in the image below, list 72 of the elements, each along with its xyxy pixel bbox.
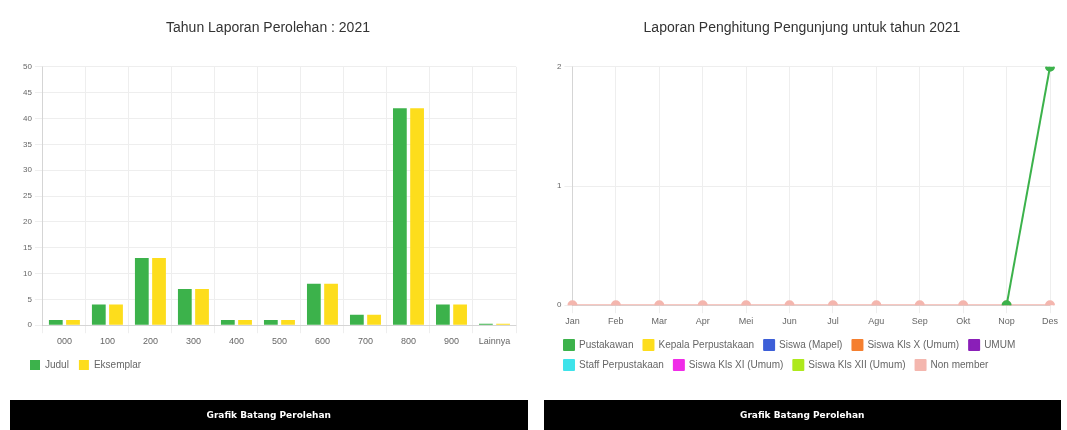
bar [392,108,407,325]
text: Grafik Batang Perolehan [10,400,528,430]
bar [238,320,252,325]
x-tick-label: Lainnya [478,336,511,347]
x-tick-label: Mar [651,316,667,327]
x-tick-label: Sep [911,316,928,327]
bar [453,304,467,325]
bar [410,108,424,325]
y-tick-label: 45 [22,87,33,97]
bar [91,304,106,325]
x-tick-label: 700 [357,336,373,347]
y-tick-label: 0 [556,300,562,310]
x-tick-label: 800 [400,336,416,347]
bar [263,320,278,325]
x-tick-label: 300 [185,336,201,347]
legend-label: Pustakawan [578,338,633,350]
legend-label: Kepala Perpustakaan [657,338,754,350]
bar [220,320,235,325]
legend-label: Judul [45,358,69,370]
legend-label: UMUM [983,338,1015,350]
x-tick-label: Mei [738,316,753,327]
y-tick-label: 1 [556,181,562,191]
legend-label: Eksemplar [93,358,142,370]
x-tick-label: Agu [867,316,884,327]
x-tick-label: Nop [997,316,1015,327]
y-tick-label: 35 [22,139,33,149]
x-tick-label: 500 [271,336,287,347]
y-tick-label: 5 [27,294,33,304]
x-tick-label: 600 [314,336,330,347]
x-tick-label: Okt [955,316,971,327]
y-tick-label: 50 [22,62,33,71]
legend-label: Siswa Kls XII (Umum) [807,358,906,370]
bar [177,289,192,325]
y-tick-label: 30 [22,165,33,175]
y-tick-label: 25 [22,191,33,201]
bar [195,289,209,325]
bar [306,283,321,325]
bar [48,320,63,325]
x-tick-label: Apr [695,316,710,327]
bar [152,258,166,325]
bar [349,314,364,325]
legend-label: Non member [930,358,989,370]
legend-label: Siswa Kls X (Umum) [866,338,959,350]
x-tick-label: Jun [781,316,797,327]
x-tick-label: Jul [826,316,839,327]
y-tick-label: 40 [22,113,33,123]
bar [66,320,80,325]
legend-label: Staff Perpustakaan [578,358,664,370]
x-tick-label: Jan [564,316,580,327]
x-tick-label: Feb [607,316,624,327]
text: Grafik Batang Perolehan [543,400,1061,430]
bar [367,314,381,325]
bar [134,258,149,325]
legend-label: Siswa (Mapel) [778,338,842,350]
chart-title: Laporan Penghitung Pengunjung untuk tahun 2021 [643,19,961,36]
x-tick-label: 000 [56,336,72,347]
chart-title: Tahun Laporan Perolehan : 2021 [166,19,371,36]
bar [324,283,338,325]
y-tick-label: 15 [22,242,33,252]
x-tick-label: Des [1041,316,1058,327]
x-tick-label: 900 [443,336,459,347]
bar [109,304,123,325]
legend-label: Siswa Kls XI (Umum) [688,358,783,370]
x-tick-label: 100 [99,336,115,347]
y-tick-label: 10 [22,268,33,278]
y-tick-label: 2 [556,62,562,71]
y-tick-label: 20 [22,217,33,227]
y-tick-label: 0 [27,320,33,330]
bar [436,304,450,325]
x-tick-label: 200 [142,336,158,347]
x-tick-label: 400 [228,336,244,347]
bar [281,320,295,325]
